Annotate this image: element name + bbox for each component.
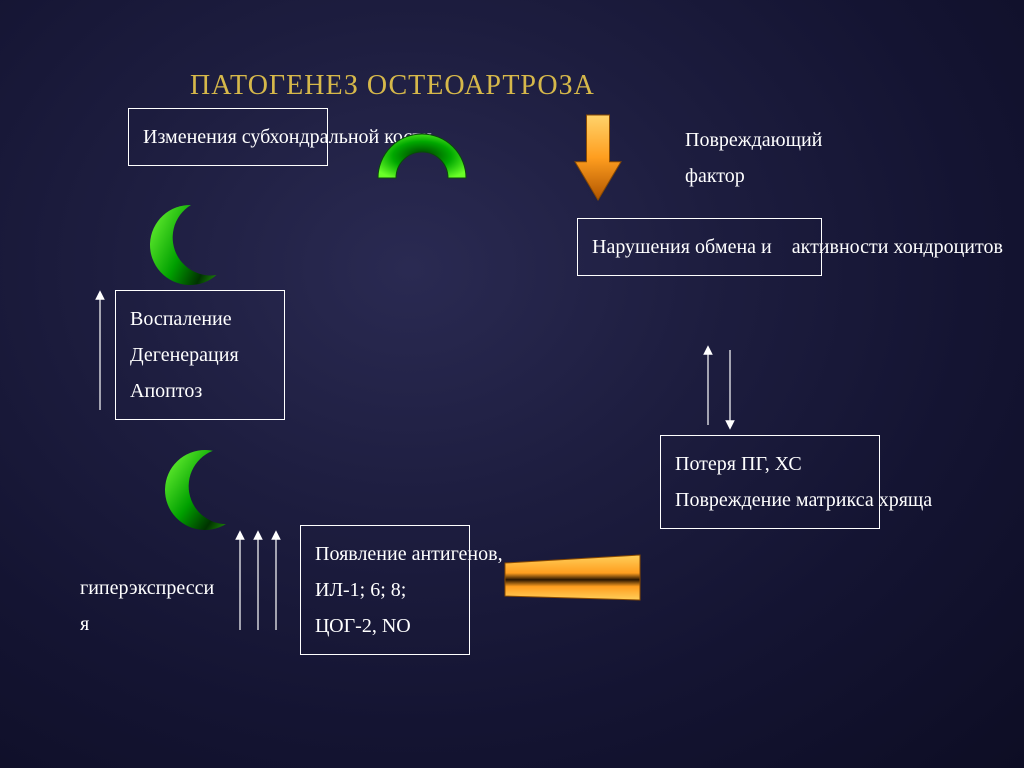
- box-loss: Потеря ПГ, ХСПовреждение матрикса хряща: [660, 435, 880, 529]
- box-subchondral: Изменения субхондральной кости: [128, 108, 328, 166]
- box-antigens: Появление антигенов,ИЛ-1; 6; 8;ЦОГ-2, NO: [300, 525, 470, 655]
- box-metabolism: Нарушения обмена и активности хондроцито…: [577, 218, 822, 276]
- slide-title: ПАТОГЕНЕЗ ОСТЕОАРТРОЗА: [190, 70, 595, 102]
- label-hyper: гиперэкспрессия: [80, 570, 214, 642]
- label-factor: Повреждающийфактор: [685, 122, 822, 194]
- box-inflammation: ВоспалениеДегенерацияАпоптоз: [115, 290, 285, 420]
